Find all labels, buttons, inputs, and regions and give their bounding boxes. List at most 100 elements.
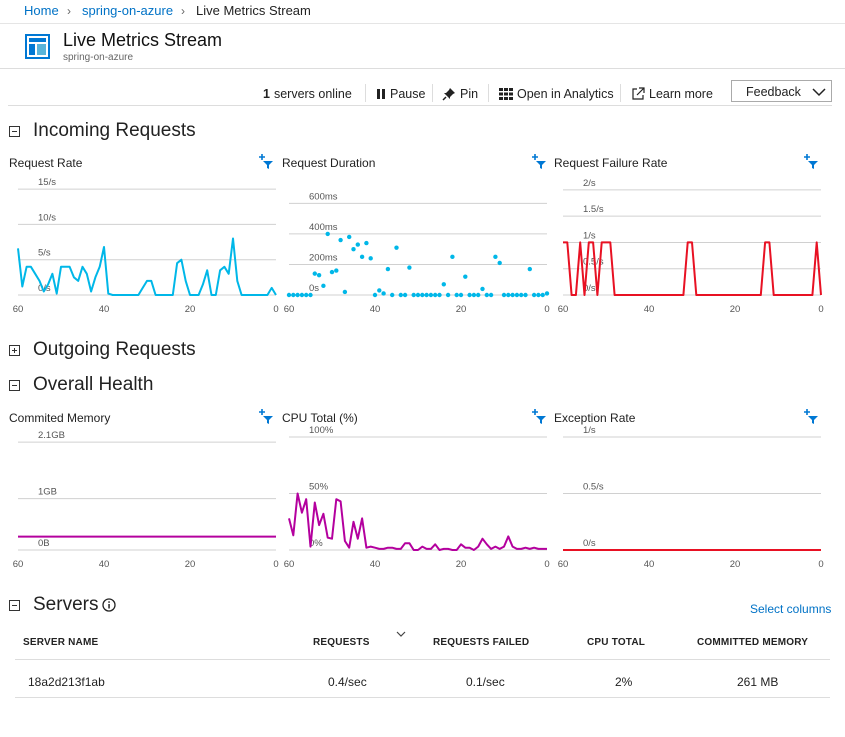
data-point: [359, 254, 365, 260]
data-point: [394, 245, 399, 250]
data-point: [420, 292, 425, 298]
add-filter-icon[interactable]: [258, 409, 274, 425]
data-point: [450, 254, 455, 260]
breadcrumb-resource[interactable]: spring-on-azure: [82, 3, 174, 18]
feedback-dropdown[interactable]: Feedback: [731, 80, 832, 102]
requests-failed-cell: 0.1/sec: [466, 675, 505, 689]
y-tick-label: 0.5/s: [583, 482, 604, 493]
x-tick-label: 20: [456, 304, 467, 315]
sort-descending-icon[interactable]: [396, 631, 406, 638]
cpu-total-cell: 2%: [615, 675, 633, 689]
x-tick-label: 40: [370, 559, 381, 570]
add-filter-icon[interactable]: [258, 154, 274, 170]
data-point: [463, 274, 468, 279]
expand-outgoing-button[interactable]: [9, 345, 20, 356]
data-point: [291, 292, 296, 298]
data-point: [523, 292, 528, 298]
table-row[interactable]: 18a2d213f1ab 0.4/sec 0.1/sec 2% 261 MB: [15, 660, 830, 697]
data-point: [338, 237, 343, 243]
chart-exception-rate: Exception Rate 1/s 0.5/s 0/s 60 40 20 0: [553, 407, 825, 572]
y-tick-label: 200ms: [309, 252, 338, 263]
data-point: [342, 289, 348, 295]
breadcrumb: Home › spring-on-azure › Live Metrics St…: [0, 0, 845, 24]
data-point: [540, 292, 545, 298]
add-filter-icon[interactable]: [803, 154, 819, 170]
external-link-icon: [632, 87, 645, 100]
y-tick-label: 10/s: [38, 212, 56, 223]
data-point: [398, 292, 403, 298]
chart-title: Request Duration: [282, 156, 376, 170]
chart-title: Commited Memory: [9, 411, 111, 425]
data-point: [402, 292, 408, 298]
collapse-servers-button[interactable]: [9, 600, 20, 611]
pause-button[interactable]: Pause: [376, 86, 425, 102]
feedback-label: Feedback: [746, 85, 801, 99]
section-incoming: Incoming Requests: [33, 120, 196, 141]
collapse-health-button[interactable]: [9, 380, 20, 391]
col-header-committed-memory[interactable]: COMMITTED MEMORY: [697, 637, 809, 648]
grid-icon: [499, 88, 513, 100]
data-point: [347, 234, 352, 240]
x-tick-label: 60: [558, 559, 569, 570]
data-point: [316, 272, 322, 278]
data-point: [497, 260, 502, 266]
data-point: [445, 292, 451, 298]
open-analytics-button[interactable]: Open in Analytics: [499, 86, 614, 102]
data-point: [544, 291, 550, 296]
toolbar-divider: [8, 105, 832, 106]
y-tick-label: 5/s: [38, 248, 51, 259]
divider: [0, 68, 845, 69]
data-point: [510, 292, 515, 298]
data-point: [424, 292, 429, 298]
chevron-right-icon: ›: [181, 4, 185, 18]
data-point: [355, 242, 360, 247]
y-tick-label: 15/s: [38, 177, 56, 188]
x-tick-label: 20: [730, 559, 741, 570]
breadcrumb-home[interactable]: Home: [24, 3, 59, 18]
col-header-requests[interactable]: REQUESTS: [313, 637, 370, 648]
data-point: [476, 292, 481, 298]
chart-title: Request Rate: [9, 156, 83, 170]
data-point: [295, 292, 300, 298]
table-header-divider: [15, 659, 830, 660]
committed-memory-cell: 261 MB: [737, 675, 779, 689]
data-point: [428, 292, 434, 298]
data-point: [437, 292, 442, 298]
chart-plot: 2/s 1.5/s 1/s 0.5/s 0/s 60 40 20 0: [558, 178, 824, 315]
col-header-server-name[interactable]: SERVER NAME: [23, 637, 99, 648]
info-icon[interactable]: [102, 598, 116, 612]
select-columns-link[interactable]: Select columns: [750, 602, 832, 616]
data-point: [411, 292, 416, 298]
chart-request-failure-rate: Request Failure Rate 2/s 1.5/s 1/s 0.5/s 0/s 6…: [553, 152, 825, 317]
data-point: [385, 266, 391, 272]
data-point: [325, 231, 330, 237]
data-point: [407, 265, 412, 270]
series-line: [17, 237, 277, 296]
data-point: [536, 292, 541, 298]
x-tick-label: 20: [185, 559, 196, 570]
data-point: [488, 292, 494, 298]
section-servers: Servers: [33, 594, 99, 615]
learn-more-button[interactable]: Learn more: [631, 86, 713, 102]
data-point: [351, 246, 356, 252]
add-filter-icon[interactable]: [531, 154, 547, 170]
x-tick-label: 40: [99, 304, 110, 315]
y-tick-label: 0/s: [583, 283, 596, 294]
y-tick-label: 1GB: [38, 487, 57, 498]
pin-button[interactable]: Pin: [442, 86, 478, 102]
collapse-incoming-button[interactable]: [9, 126, 20, 137]
y-tick-label: 600ms: [309, 191, 338, 202]
x-tick-label: 0: [818, 559, 823, 570]
data-point: [458, 292, 464, 298]
section-health: Overall Health: [33, 374, 154, 395]
chevron-down-icon: [812, 88, 826, 97]
add-filter-icon[interactable]: [531, 409, 547, 425]
col-header-cpu-total[interactable]: CPU TOTAL: [587, 637, 646, 648]
chart-title: Exception Rate: [554, 411, 636, 425]
chart-plot: 2.1GB 1GB 0B 60 40 20 0: [13, 430, 279, 570]
y-tick-label: 1/s: [583, 425, 596, 436]
add-filter-icon[interactable]: [803, 409, 819, 425]
data-point: [519, 292, 524, 298]
col-header-requests-failed[interactable]: REQUESTS FAILED: [433, 637, 530, 648]
server-name-cell: 18a2d213f1ab: [28, 675, 105, 689]
